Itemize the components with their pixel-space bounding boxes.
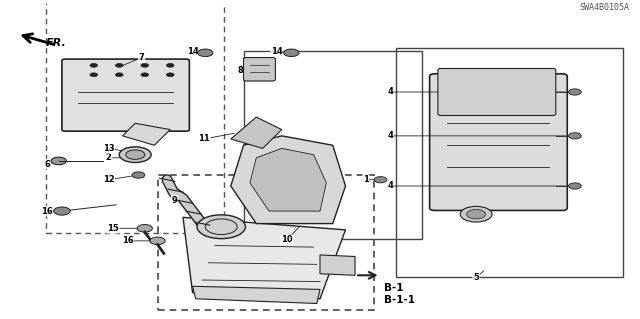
Text: 4: 4 — [387, 131, 393, 140]
Circle shape — [125, 150, 145, 160]
Circle shape — [141, 73, 148, 77]
Text: 16: 16 — [42, 207, 53, 216]
Text: 13: 13 — [102, 144, 115, 153]
Text: 5: 5 — [473, 273, 479, 282]
FancyBboxPatch shape — [438, 69, 556, 115]
Polygon shape — [250, 148, 326, 211]
Circle shape — [90, 63, 98, 67]
Circle shape — [198, 49, 213, 56]
Text: SWA4B0105A: SWA4B0105A — [579, 3, 629, 12]
Circle shape — [115, 73, 123, 77]
Circle shape — [166, 63, 174, 67]
Polygon shape — [122, 123, 170, 145]
Circle shape — [150, 237, 165, 245]
Text: 11: 11 — [198, 135, 210, 144]
Circle shape — [467, 210, 486, 219]
Text: 12: 12 — [102, 175, 115, 184]
Circle shape — [568, 89, 581, 95]
Circle shape — [166, 73, 174, 77]
Text: 1: 1 — [363, 175, 369, 184]
Circle shape — [115, 63, 123, 67]
Text: 15: 15 — [107, 224, 119, 233]
Text: 4: 4 — [387, 87, 393, 96]
Text: B-1
B-1-1: B-1 B-1-1 — [384, 283, 415, 305]
Circle shape — [54, 207, 70, 215]
Text: 4: 4 — [387, 182, 393, 190]
Circle shape — [284, 49, 299, 56]
Text: 14: 14 — [271, 47, 282, 56]
Circle shape — [460, 206, 492, 222]
Polygon shape — [183, 217, 346, 299]
Text: 2: 2 — [106, 153, 111, 162]
Text: 7: 7 — [139, 53, 145, 62]
Text: 9: 9 — [172, 196, 177, 204]
Circle shape — [51, 157, 67, 165]
Text: FR.: FR. — [46, 38, 67, 48]
Circle shape — [568, 183, 581, 189]
FancyBboxPatch shape — [244, 57, 275, 81]
Text: 16: 16 — [122, 236, 133, 245]
Circle shape — [374, 177, 387, 183]
FancyBboxPatch shape — [62, 59, 189, 131]
Circle shape — [137, 225, 152, 232]
Circle shape — [132, 172, 145, 178]
Circle shape — [90, 73, 98, 77]
Circle shape — [197, 215, 246, 239]
Text: 8: 8 — [237, 65, 243, 75]
Polygon shape — [193, 286, 320, 303]
Circle shape — [568, 133, 581, 139]
Circle shape — [119, 147, 151, 162]
Text: 10: 10 — [281, 235, 292, 244]
FancyBboxPatch shape — [429, 74, 567, 211]
Text: 6: 6 — [44, 160, 50, 168]
Circle shape — [141, 63, 148, 67]
Text: 14: 14 — [187, 47, 198, 56]
Polygon shape — [320, 255, 355, 275]
Polygon shape — [231, 117, 282, 148]
Polygon shape — [231, 136, 346, 224]
